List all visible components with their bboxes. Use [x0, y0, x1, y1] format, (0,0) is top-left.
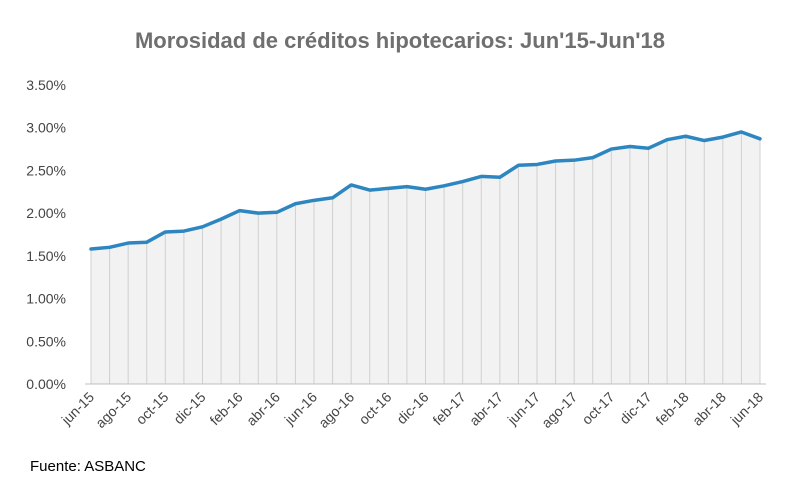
x-tick-label: oct-16 [356, 389, 395, 428]
y-tick-label: 2.50% [26, 162, 66, 178]
y-tick-label: 0.50% [26, 333, 66, 349]
y-tick-label: 0.00% [26, 376, 66, 392]
x-tick-label: dic-16 [393, 389, 431, 427]
y-tick-label: 2.00% [26, 205, 66, 221]
x-tick-label: oct-15 [133, 389, 172, 428]
x-tick-label: ago-17 [538, 389, 580, 431]
y-tick-label: 1.50% [26, 248, 66, 264]
x-tick-label: oct-17 [579, 389, 618, 428]
x-tick-label: abr-16 [243, 389, 283, 429]
x-tick-label: feb-16 [206, 389, 246, 429]
x-tick-label: jun-15 [58, 389, 98, 429]
x-tick-label: jun-17 [504, 389, 544, 429]
y-tick-label: 1.00% [26, 291, 66, 307]
x-tick-label: ago-16 [315, 389, 357, 431]
x-tick-label: dic-17 [616, 389, 654, 427]
x-tick-label: jun-16 [281, 389, 321, 429]
drop-lines [90, 131, 761, 384]
y-tick-label: 3.50% [26, 77, 66, 93]
x-tick-label: dic-15 [170, 389, 208, 427]
y-axis-ticks: 0.00% 0.50% 1.00% 1.50% 2.00% 2.50% 3.00% 3.50% [26, 77, 66, 392]
x-axis-ticks: jun-15ago-15oct-15dic-15feb-16abr-16jun-… [58, 389, 767, 431]
chart-title: Morosidad de créditos hipotecarios: Jun'… [134, 28, 666, 53]
x-tick-label: abr-17 [466, 389, 506, 429]
x-tick-label: abr-18 [689, 389, 729, 429]
y-tick-label: 3.00% [26, 120, 66, 136]
source-note: Fuente: ASBANC [30, 458, 146, 475]
x-tick-label: feb-18 [652, 389, 692, 429]
x-tick-label: feb-17 [429, 389, 469, 429]
x-tick-label: jun-18 [727, 389, 767, 429]
series-layer [89, 130, 762, 251]
x-tick-label: ago-15 [92, 389, 134, 431]
